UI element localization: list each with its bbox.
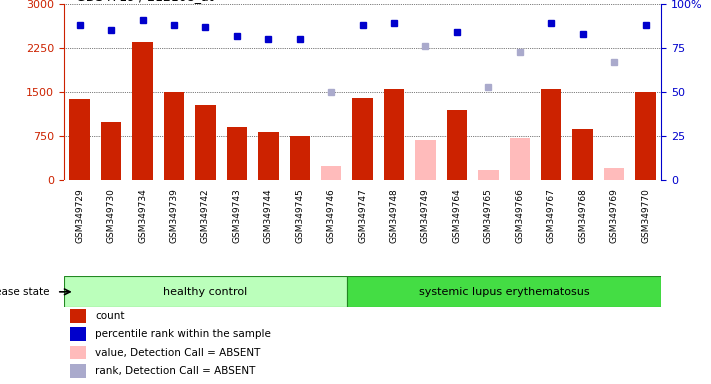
Text: GSM349742: GSM349742 — [201, 188, 210, 243]
Text: GSM349746: GSM349746 — [326, 188, 336, 243]
Text: GSM349767: GSM349767 — [547, 188, 556, 243]
Bar — [353, 98, 373, 180]
Bar — [70, 309, 87, 323]
Bar — [164, 92, 184, 180]
Text: GSM349749: GSM349749 — [421, 188, 430, 243]
Text: GSM349766: GSM349766 — [515, 188, 524, 243]
Bar — [572, 129, 593, 180]
Bar — [478, 170, 498, 180]
Bar — [447, 110, 467, 180]
Bar — [541, 89, 562, 180]
Text: GSM349748: GSM349748 — [390, 188, 399, 243]
Bar — [604, 167, 624, 180]
Text: healthy control: healthy control — [164, 287, 247, 297]
Bar — [101, 122, 122, 180]
Text: GSM349729: GSM349729 — [75, 188, 84, 243]
Text: GSM349739: GSM349739 — [169, 188, 178, 243]
Text: percentile rank within the sample: percentile rank within the sample — [95, 329, 271, 339]
Bar — [510, 138, 530, 180]
Text: count: count — [95, 311, 125, 321]
Bar — [70, 346, 87, 359]
Bar — [70, 364, 87, 378]
Bar — [64, 276, 347, 307]
Text: GSM349745: GSM349745 — [295, 188, 304, 243]
Text: GDS4719 / 212108_at: GDS4719 / 212108_at — [76, 0, 213, 3]
Bar — [347, 276, 661, 307]
Bar — [636, 92, 656, 180]
Text: disease state: disease state — [0, 287, 50, 297]
Text: GSM349730: GSM349730 — [107, 188, 116, 243]
Text: GSM349747: GSM349747 — [358, 188, 367, 243]
Bar — [289, 136, 310, 180]
Bar — [132, 42, 153, 180]
Bar — [321, 166, 341, 180]
Bar — [415, 141, 436, 180]
Text: GSM349765: GSM349765 — [484, 188, 493, 243]
Text: systemic lupus erythematosus: systemic lupus erythematosus — [419, 287, 589, 297]
Bar — [196, 105, 215, 180]
Text: GSM349734: GSM349734 — [138, 188, 147, 243]
Text: rank, Detection Call = ABSENT: rank, Detection Call = ABSENT — [95, 366, 256, 376]
Text: GSM349743: GSM349743 — [232, 188, 241, 243]
Text: value, Detection Call = ABSENT: value, Detection Call = ABSENT — [95, 348, 261, 358]
Bar — [70, 99, 90, 180]
Bar — [70, 327, 87, 341]
Text: GSM349770: GSM349770 — [641, 188, 650, 243]
Text: GSM349764: GSM349764 — [452, 188, 461, 243]
Text: GSM349744: GSM349744 — [264, 188, 273, 243]
Bar — [227, 127, 247, 180]
Bar — [384, 89, 405, 180]
Text: GSM349768: GSM349768 — [578, 188, 587, 243]
Bar — [258, 132, 279, 180]
Text: GSM349769: GSM349769 — [609, 188, 619, 243]
